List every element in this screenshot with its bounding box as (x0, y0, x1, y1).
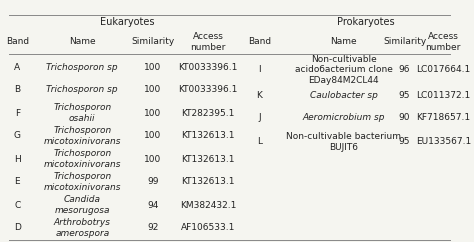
Text: Trichosporon sp: Trichosporon sp (46, 62, 118, 71)
Text: 94: 94 (147, 201, 159, 210)
Text: A: A (14, 62, 20, 71)
Text: 100: 100 (144, 131, 162, 141)
Text: Aeromicrobium sp: Aeromicrobium sp (302, 113, 385, 122)
Text: Name: Name (69, 38, 96, 46)
Text: J: J (258, 113, 261, 122)
Text: C: C (14, 201, 20, 210)
Text: D: D (14, 224, 21, 233)
Text: KT132613.1: KT132613.1 (182, 154, 235, 164)
Text: Arthrobotrys
amerospora: Arthrobotrys amerospora (54, 218, 111, 238)
Text: I: I (258, 66, 261, 75)
Text: E: E (15, 177, 20, 187)
Text: 95: 95 (399, 91, 410, 99)
Text: 100: 100 (144, 154, 162, 164)
Text: K: K (256, 91, 262, 99)
Text: Candida
mesorugosa: Candida mesorugosa (55, 195, 110, 215)
Text: L: L (257, 137, 262, 146)
Text: F: F (15, 108, 20, 118)
Text: Trichosporon
osahii: Trichosporon osahii (53, 103, 111, 123)
Text: Access
number: Access number (426, 32, 461, 52)
Text: 100: 100 (144, 85, 162, 94)
Text: Band: Band (248, 38, 271, 46)
Text: Trichosporon
micotoxinivorans: Trichosporon micotoxinivorans (44, 172, 121, 192)
Text: LC011372.1: LC011372.1 (416, 91, 470, 99)
Text: KF718657.1: KF718657.1 (416, 113, 470, 122)
Text: Access
number: Access number (191, 32, 226, 52)
Text: 100: 100 (144, 62, 162, 71)
Text: Trichosporon
micotoxinivorans: Trichosporon micotoxinivorans (44, 126, 121, 146)
Text: EU133567.1: EU133567.1 (416, 137, 471, 146)
Text: 92: 92 (147, 224, 159, 233)
Text: Trichosporon sp: Trichosporon sp (46, 85, 118, 94)
Text: KT132613.1: KT132613.1 (182, 131, 235, 141)
Text: Similarity: Similarity (383, 38, 426, 46)
Text: 90: 90 (399, 113, 410, 122)
Text: 96: 96 (399, 66, 410, 75)
Text: H: H (14, 154, 21, 164)
Text: 95: 95 (399, 137, 410, 146)
Text: 99: 99 (147, 177, 159, 187)
Text: AF106533.1: AF106533.1 (181, 224, 235, 233)
Text: LC017664.1: LC017664.1 (416, 66, 470, 75)
Text: G: G (14, 131, 21, 141)
Text: Non-cultivable bacterium
BUJIT6: Non-cultivable bacterium BUJIT6 (286, 132, 401, 152)
Text: 100: 100 (144, 108, 162, 118)
Text: Band: Band (6, 38, 29, 46)
Text: Caulobacter sp: Caulobacter sp (310, 91, 377, 99)
Text: Trichosporon
micotoxinivorans: Trichosporon micotoxinivorans (44, 149, 121, 169)
Text: KT282395.1: KT282395.1 (182, 108, 235, 118)
Text: Similarity: Similarity (131, 38, 174, 46)
Text: Prokaryotes: Prokaryotes (337, 17, 395, 27)
Text: KT0033396.1: KT0033396.1 (178, 62, 238, 71)
Text: B: B (14, 85, 20, 94)
Text: KM382432.1: KM382432.1 (180, 201, 236, 210)
Text: KT0033396.1: KT0033396.1 (178, 85, 238, 94)
Text: Name: Name (330, 38, 357, 46)
Text: Non-cultivable
acidобacterium clone
EDay84M2CL44: Non-cultivable acidобacterium clone EDay… (295, 55, 392, 85)
Text: Eukaryotes: Eukaryotes (100, 17, 155, 27)
Text: KT132613.1: KT132613.1 (182, 177, 235, 187)
